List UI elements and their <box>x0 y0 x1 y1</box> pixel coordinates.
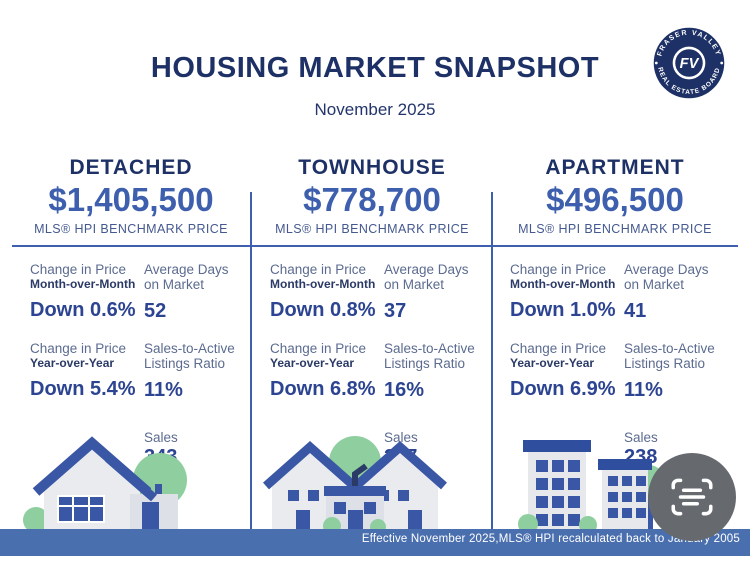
benchmark-price: $496,500 <box>546 181 684 218</box>
stats-detached: Change in Price Month-over-Month Down 0.… <box>12 262 250 487</box>
page-title: HOUSING MARKET SNAPSHOT <box>150 52 600 84</box>
apartment-buildings-icon <box>518 440 664 532</box>
stat-sales-to-active-ratio: Sales-to-Active Listings Ratio 11% <box>144 341 250 402</box>
stat-yoy-change: Change in Price Year-over-Year Down 6.9% <box>510 341 616 400</box>
column-header-detached: DETACHED $1,405,500 MLS® HPI BENCHMARK P… <box>12 156 250 236</box>
stat-mom-change: Change in Price Month-over-Month Down 1.… <box>510 262 616 321</box>
category-label: DETACHED <box>69 156 193 179</box>
stat-value: 11% <box>624 379 663 401</box>
benchmark-caption: MLS® HPI BENCHMARK PRICE <box>275 222 469 236</box>
stat-value: Down 6.8% <box>270 378 376 400</box>
stat-yoy-change: Change in Price Year-over-Year Down 5.4% <box>30 341 136 400</box>
stat-yoy-change: Change in Price Year-over-Year Down 6.8% <box>270 341 376 400</box>
benchmark-caption: MLS® HPI BENCHMARK PRICE <box>34 222 228 236</box>
stat-value: 16% <box>384 379 425 401</box>
stats-apartment: Change in Price Month-over-Month Down 1.… <box>492 262 738 487</box>
ground-bar <box>0 529 750 556</box>
stat-value: Down 6.9% <box>510 378 616 400</box>
stats-townhouse: Change in Price Month-over-Month Down 0.… <box>252 262 492 487</box>
stat-days-on-market: Average Days on Market 37 <box>384 262 492 323</box>
benchmark-price: $778,700 <box>303 181 441 218</box>
stat-value: Down 0.6% <box>30 299 136 321</box>
stat-value: Down 1.0% <box>510 299 616 321</box>
stat-mom-change: Change in Price Month-over-Month Down 0.… <box>30 262 136 321</box>
column-header-apartment: APARTMENT $496,500 MLS® HPI BENCHMARK PR… <box>492 156 738 236</box>
stat-value: 52 <box>144 300 167 322</box>
stat-days-on-market: Average Days on Market 52 <box>144 262 250 323</box>
benchmark-price: $1,405,500 <box>48 181 214 218</box>
scan-text-button[interactable] <box>648 453 736 541</box>
townhouse-row-icon <box>263 436 447 532</box>
stat-mom-change: Change in Price Month-over-Month Down 0.… <box>270 262 376 321</box>
stat-value: 11% <box>144 379 183 401</box>
logo-monogram: FV <box>680 56 700 72</box>
footer-note: Effective November 2025,MLS® HPI recalcu… <box>361 533 740 545</box>
page-subtitle: November 2025 <box>314 100 436 119</box>
column-header-townhouse: TOWNHOUSE $778,700 MLS® HPI BENCHMARK PR… <box>252 156 492 236</box>
detached-house-icon <box>23 436 187 532</box>
header-divider-line <box>12 245 738 247</box>
scan-text-icon <box>671 478 713 516</box>
stat-value: Down 5.4% <box>30 378 136 400</box>
benchmark-caption: MLS® HPI BENCHMARK PRICE <box>518 222 712 236</box>
category-label: APARTMENT <box>545 156 685 179</box>
stat-value: 37 <box>384 300 407 322</box>
column-divider-2 <box>491 192 493 529</box>
stat-value: Down 0.8% <box>270 299 376 321</box>
stat-value: 41 <box>624 300 647 322</box>
stat-sales-to-active-ratio: Sales-to-Active Listings Ratio 11% <box>624 341 738 402</box>
stat-days-on-market: Average Days on Market 41 <box>624 262 738 323</box>
stat-sales-to-active-ratio: Sales-to-Active Listings Ratio 16% <box>384 341 492 402</box>
column-divider-1 <box>250 192 252 529</box>
fraser-valley-real-estate-board-logo: FRASER VALLEY REAL ESTATE BOARD FV <box>653 27 725 99</box>
category-label: TOWNHOUSE <box>298 156 446 179</box>
